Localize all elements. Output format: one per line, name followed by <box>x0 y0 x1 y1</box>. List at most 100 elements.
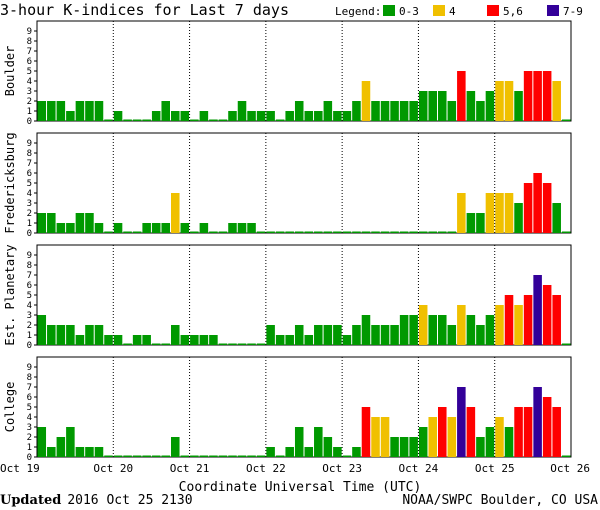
y-tick-label: 4 <box>27 189 32 199</box>
bar <box>266 447 275 457</box>
bar <box>342 231 352 233</box>
panel-label: College <box>3 382 17 433</box>
bar <box>275 119 285 121</box>
bar <box>180 335 190 345</box>
bar <box>85 447 94 457</box>
bar <box>504 295 514 345</box>
bar <box>390 325 399 345</box>
bar <box>485 91 495 121</box>
y-tick-label: 0 <box>27 453 32 463</box>
bar <box>161 343 170 345</box>
bar <box>361 231 371 233</box>
y-tick-label: 4 <box>27 77 32 87</box>
legend-swatch-0 <box>383 5 395 16</box>
bar <box>514 407 523 457</box>
bar <box>409 231 418 233</box>
legend-swatch-3 <box>547 5 559 16</box>
y-tick-label: 7 <box>27 271 32 281</box>
bar <box>285 111 294 121</box>
bar <box>247 343 256 345</box>
footer-updated-value: 2016 Oct 25 2130 <box>67 493 192 508</box>
y-tick-label: 6 <box>27 169 32 179</box>
bar <box>294 427 304 457</box>
y-tick-label: 5 <box>27 403 32 413</box>
bar <box>237 343 247 345</box>
bar <box>132 455 142 457</box>
x-tick-label: Oct 22 <box>246 462 286 475</box>
bar <box>314 427 323 457</box>
bar <box>314 231 323 233</box>
bar <box>552 203 561 233</box>
y-tick-label: 4 <box>27 413 32 423</box>
legend-entry-1: 4 <box>449 5 456 18</box>
bar <box>352 231 361 233</box>
bar <box>294 325 304 345</box>
bar <box>371 325 380 345</box>
bar <box>561 231 571 233</box>
bar <box>504 427 514 457</box>
bar <box>390 437 399 457</box>
bar <box>75 213 85 233</box>
bar <box>228 455 237 457</box>
bar <box>237 455 247 457</box>
bar <box>304 335 314 345</box>
bar <box>47 213 56 233</box>
bar <box>56 325 66 345</box>
bar <box>66 325 75 345</box>
bar <box>361 315 371 345</box>
bar <box>285 447 294 457</box>
bar <box>237 223 247 233</box>
bar <box>428 417 437 457</box>
bar <box>256 111 266 121</box>
y-tick-label: 3 <box>27 311 32 321</box>
y-tick-label: 8 <box>27 373 32 383</box>
bar <box>390 101 399 121</box>
bar <box>56 101 66 121</box>
bar <box>228 223 237 233</box>
bar <box>542 285 552 345</box>
panel-label: Boulder <box>3 46 17 97</box>
bar <box>447 231 457 233</box>
bar <box>466 91 476 121</box>
bar <box>333 111 342 121</box>
footer-updated: Updated 2016 Oct 25 2130 <box>0 493 193 508</box>
bar <box>256 231 266 233</box>
bar <box>180 111 190 121</box>
bar <box>142 223 151 233</box>
bar <box>132 119 142 121</box>
bar <box>438 91 447 121</box>
x-tick-label: Oct 23 <box>322 462 362 475</box>
bar <box>142 119 151 121</box>
bar <box>495 305 504 345</box>
y-tick-label: 3 <box>27 423 32 433</box>
bar <box>485 193 495 233</box>
bar <box>380 231 390 233</box>
bar <box>447 417 457 457</box>
bar <box>180 455 190 457</box>
bar <box>247 223 256 233</box>
bar <box>199 111 209 121</box>
x-tick-label: Oct 21 <box>170 462 210 475</box>
x-tick-label: Oct 26 <box>550 462 590 475</box>
x-tick-label: Oct 19 <box>0 462 40 475</box>
bar <box>428 91 437 121</box>
chart-title: 3-hour K-indices for Last 7 days <box>0 1 289 19</box>
bar <box>85 101 94 121</box>
bar <box>466 407 476 457</box>
bar <box>361 407 371 457</box>
bar <box>399 315 409 345</box>
footer-updated-label: Updated <box>0 493 61 508</box>
bar <box>552 81 561 121</box>
bar <box>275 335 285 345</box>
y-tick-label: 8 <box>27 149 32 159</box>
bar <box>161 455 170 457</box>
bar <box>418 427 428 457</box>
y-tick-label: 0 <box>27 229 32 239</box>
bar <box>561 119 571 121</box>
bar <box>438 231 447 233</box>
bar <box>447 101 457 121</box>
legend-label: Legend: <box>335 5 381 18</box>
bar <box>514 305 523 345</box>
bar <box>113 223 123 233</box>
bar <box>266 111 275 121</box>
